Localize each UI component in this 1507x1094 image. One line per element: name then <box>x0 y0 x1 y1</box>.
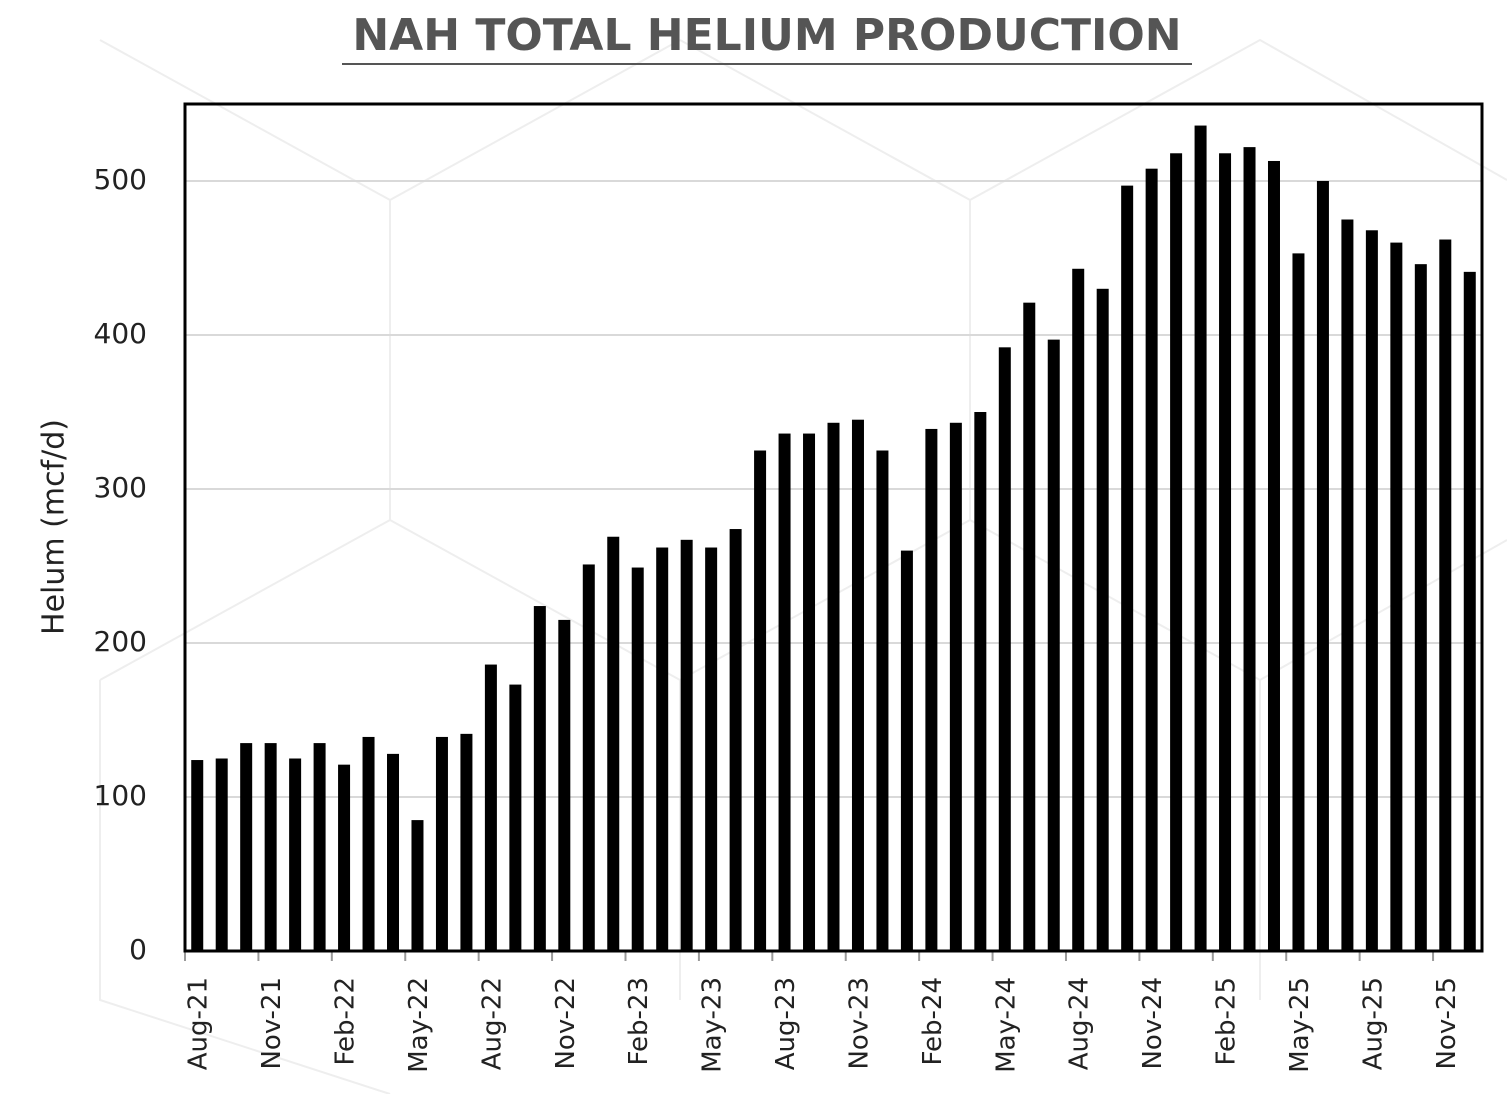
bar <box>925 428 938 951</box>
bar <box>1096 288 1109 951</box>
bar <box>1145 168 1158 951</box>
x-tick-label: Nov-25 <box>1432 977 1462 1070</box>
bar <box>1267 160 1280 952</box>
x-tick-label: Aug-24 <box>1065 977 1095 1070</box>
y-axis-label: Helum (mcf/d) <box>37 419 72 635</box>
bar <box>631 567 644 951</box>
plot-frame <box>183 102 1484 953</box>
x-tick-label: May-24 <box>991 977 1021 1073</box>
bar <box>998 347 1011 951</box>
x-tick-label: Aug-25 <box>1358 977 1388 1070</box>
bar <box>1219 153 1232 951</box>
bar <box>1316 181 1329 951</box>
bar <box>1047 339 1060 951</box>
x-tick-label: Feb-22 <box>331 977 361 1066</box>
bar <box>1023 302 1036 951</box>
bar <box>411 820 424 951</box>
bar <box>1121 185 1134 951</box>
bar <box>1390 242 1403 952</box>
bar <box>435 736 448 951</box>
x-tick-label: Nov-22 <box>551 977 581 1070</box>
bar <box>656 547 669 951</box>
bar <box>240 743 253 951</box>
bar <box>558 619 571 951</box>
x-tick-label: May-23 <box>698 977 728 1073</box>
bar <box>484 664 497 951</box>
bar <box>803 433 816 951</box>
x-tick-label: Aug-21 <box>184 977 214 1070</box>
bar <box>338 764 351 951</box>
bar <box>313 743 326 951</box>
bar <box>705 547 718 951</box>
bar <box>533 606 546 951</box>
bar <box>362 736 375 951</box>
bar <box>1072 268 1085 951</box>
bar <box>582 564 595 951</box>
bar <box>607 536 620 951</box>
bar <box>876 450 889 951</box>
y-tick-label: 500 <box>94 163 147 196</box>
x-tick-label: Aug-22 <box>477 977 507 1070</box>
bar <box>827 422 840 951</box>
bar <box>1170 153 1183 951</box>
bar <box>1194 125 1207 951</box>
bar <box>1341 219 1354 951</box>
bar <box>1414 264 1427 951</box>
x-tick-label: Nov-24 <box>1138 977 1168 1070</box>
x-tick-label: Feb-24 <box>918 977 948 1066</box>
x-tick-label: Feb-25 <box>1212 977 1242 1066</box>
background-pattern <box>99 38 1507 1094</box>
bar <box>729 529 742 951</box>
bar <box>778 433 791 951</box>
y-tick-label: 0 <box>129 933 147 966</box>
bar <box>949 422 962 951</box>
bar <box>215 758 228 951</box>
bar <box>754 450 767 951</box>
bar <box>1365 230 1378 951</box>
bar <box>974 412 987 951</box>
bar <box>900 550 913 951</box>
y-tick-label: 300 <box>94 471 147 504</box>
bar <box>1243 147 1256 951</box>
bar <box>264 743 277 951</box>
x-tick-label: Nov-21 <box>257 977 287 1070</box>
x-tick-label: May-25 <box>1285 977 1315 1073</box>
bar <box>191 760 204 951</box>
bar <box>1463 271 1476 951</box>
bar <box>1439 239 1452 951</box>
bar <box>1292 253 1305 951</box>
x-tick-label: May-22 <box>404 977 434 1073</box>
bar <box>509 684 522 951</box>
x-tick-label: Aug-23 <box>771 977 801 1070</box>
y-tick-label: 100 <box>94 779 147 812</box>
y-tick-label: 200 <box>94 625 147 658</box>
chart-title: NAH TOTAL HELIUM PRODUCTION <box>352 10 1181 61</box>
bar <box>851 419 864 951</box>
bar <box>387 753 400 951</box>
x-tick-label: Feb-23 <box>624 977 654 1066</box>
y-tick-label: 400 <box>94 317 147 350</box>
x-tick-label: Nov-23 <box>844 977 874 1070</box>
bar <box>680 539 693 951</box>
bar <box>289 758 302 951</box>
bar <box>460 733 473 951</box>
